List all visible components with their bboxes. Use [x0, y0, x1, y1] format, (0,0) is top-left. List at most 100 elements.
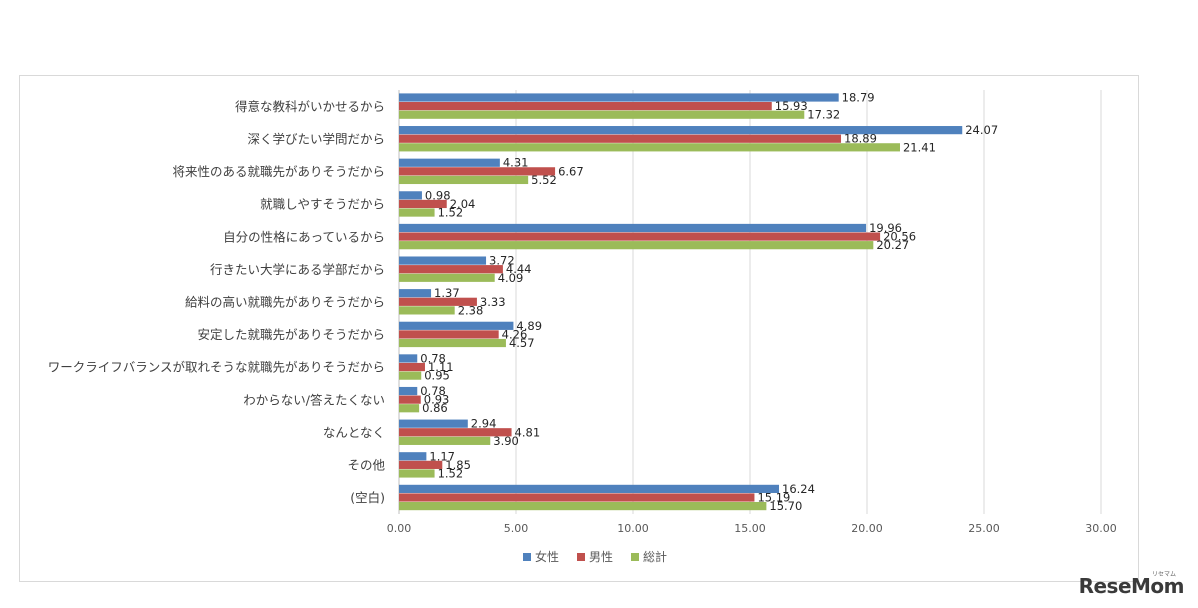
data-label: 21.41 — [903, 140, 936, 154]
bar-1-5 — [399, 265, 503, 274]
bar-0-6 — [399, 289, 432, 298]
bar-2-4 — [399, 241, 874, 250]
legend-label: 女性 — [535, 549, 559, 564]
data-label: 1.85 — [445, 458, 471, 472]
category-label: 就職しやすそうだから — [260, 197, 385, 212]
category-label: 得意な教科がいかせるから — [235, 99, 385, 114]
bar-0-1 — [399, 126, 963, 135]
bar-1-3 — [399, 199, 447, 209]
data-label: 20.27 — [876, 238, 909, 252]
x-tick-label: 0.00 — [387, 522, 412, 535]
legend-swatch — [631, 553, 639, 561]
data-label: 16.24 — [782, 482, 815, 496]
category-label: ワークライフバランスが取れそうな就職先がありそうだから — [48, 360, 385, 375]
data-label: 4.31 — [503, 156, 529, 170]
category-label: なんとなく — [323, 425, 385, 440]
category-label: 将来性のある就職先がありそうだから — [172, 164, 385, 179]
bar-1-2 — [399, 167, 556, 176]
data-label: 4.09 — [498, 271, 524, 285]
data-label: 4.44 — [506, 262, 532, 276]
data-label: 15.70 — [769, 499, 802, 513]
data-label: 1.37 — [434, 286, 460, 300]
bar-0-4 — [399, 223, 867, 233]
bar-1-1 — [399, 134, 842, 143]
bar-2-3 — [399, 208, 435, 217]
bar-0-8 — [399, 354, 418, 363]
bar-2-2 — [399, 175, 529, 185]
category-label: 給料の高い就職先がありそうだから — [185, 295, 385, 310]
bar-1-10 — [399, 428, 512, 437]
x-tick-label: 5.00 — [504, 522, 529, 535]
data-label: 2.38 — [458, 303, 484, 317]
bar-0-0 — [399, 93, 839, 102]
category-label: 自分の性格にあっているから — [223, 229, 385, 244]
category-label: 行きたい大学にある学部だから — [210, 262, 385, 277]
data-label: 24.07 — [965, 123, 998, 137]
bar-0-7 — [399, 321, 514, 330]
x-tick-label: 25.00 — [968, 522, 1000, 535]
bar-2-8 — [399, 371, 422, 380]
data-label: 19.96 — [869, 221, 902, 235]
data-label: 0.86 — [422, 401, 448, 415]
data-label: 15.19 — [757, 490, 790, 504]
watermark-logo: ReseMom — [1078, 574, 1185, 598]
bar-2-12 — [399, 501, 767, 511]
data-label: 20.56 — [883, 230, 916, 244]
x-tick-label: 15.00 — [734, 522, 766, 535]
bar-0-10 — [399, 419, 468, 428]
legend-label: 総計 — [643, 549, 667, 564]
category-label: わからない/答えたくない — [243, 392, 385, 407]
data-label: 1.17 — [429, 449, 455, 463]
data-label: 4.26 — [502, 327, 528, 341]
bar-1-8 — [399, 362, 425, 372]
category-label: その他 — [347, 458, 385, 473]
x-tick-label: 20.00 — [851, 522, 883, 535]
bar-1-11 — [399, 460, 443, 469]
bar-2-6 — [399, 306, 455, 315]
data-label: 2.04 — [450, 197, 476, 211]
data-label: 1.52 — [438, 206, 464, 220]
bar-1-4 — [399, 232, 881, 241]
data-label: 4.81 — [515, 425, 541, 439]
bar-2-5 — [399, 273, 495, 282]
bar-0-3 — [399, 191, 422, 200]
data-label: 3.33 — [480, 295, 506, 309]
bar-2-9 — [399, 404, 420, 413]
category-label: 安定した就職先がありそうだから — [197, 327, 385, 342]
bar-1-0 — [399, 102, 772, 111]
data-label: 4.89 — [516, 319, 542, 333]
data-label: 6.67 — [558, 164, 584, 178]
data-label: 4.57 — [509, 336, 535, 350]
bar-2-0 — [399, 110, 805, 119]
bar-0-2 — [399, 158, 500, 167]
bar-1-7 — [399, 330, 499, 339]
bar-2-7 — [399, 338, 506, 348]
bar-2-10 — [399, 436, 491, 445]
data-label: 0.98 — [425, 188, 451, 202]
legend-swatch — [523, 553, 531, 561]
x-tick-label: 10.00 — [617, 522, 649, 535]
bar-2-11 — [399, 469, 435, 478]
data-label: 18.89 — [844, 132, 877, 146]
data-label: 15.93 — [775, 99, 808, 113]
data-label: 2.94 — [471, 417, 497, 431]
bar-1-12 — [399, 493, 755, 502]
data-label: 0.93 — [424, 393, 450, 407]
bar-1-9 — [399, 395, 421, 404]
data-label: 0.78 — [420, 351, 446, 365]
bar-0-11 — [399, 452, 427, 461]
bar-2-1 — [399, 143, 900, 152]
legend-label: 男性 — [589, 550, 613, 564]
data-label: 17.32 — [807, 108, 840, 122]
data-label: 1.11 — [428, 360, 454, 374]
legend-swatch — [577, 553, 585, 561]
data-label: 18.79 — [842, 91, 875, 105]
data-label: 1.52 — [438, 466, 464, 480]
bar-0-9 — [399, 386, 418, 396]
category-label: (空白) — [350, 490, 385, 505]
data-label: 0.95 — [424, 369, 450, 383]
bar-0-12 — [399, 484, 780, 493]
data-label: 3.90 — [493, 434, 519, 448]
data-label: 5.52 — [531, 173, 557, 187]
